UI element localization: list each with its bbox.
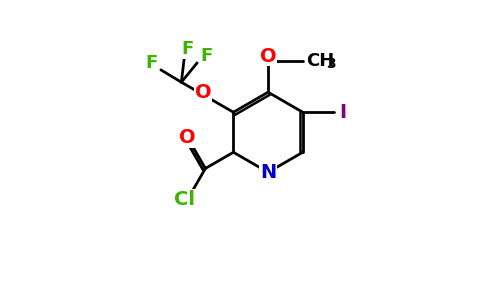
Text: N: N: [260, 163, 276, 182]
Text: O: O: [260, 46, 276, 65]
Text: F: F: [200, 47, 212, 65]
Text: F: F: [146, 54, 158, 72]
Text: CH: CH: [306, 52, 335, 70]
Text: Cl: Cl: [174, 190, 195, 209]
Text: I: I: [339, 103, 347, 122]
Text: 3: 3: [327, 58, 336, 71]
Text: O: O: [179, 128, 195, 147]
Text: O: O: [195, 83, 211, 102]
Text: F: F: [182, 40, 194, 58]
